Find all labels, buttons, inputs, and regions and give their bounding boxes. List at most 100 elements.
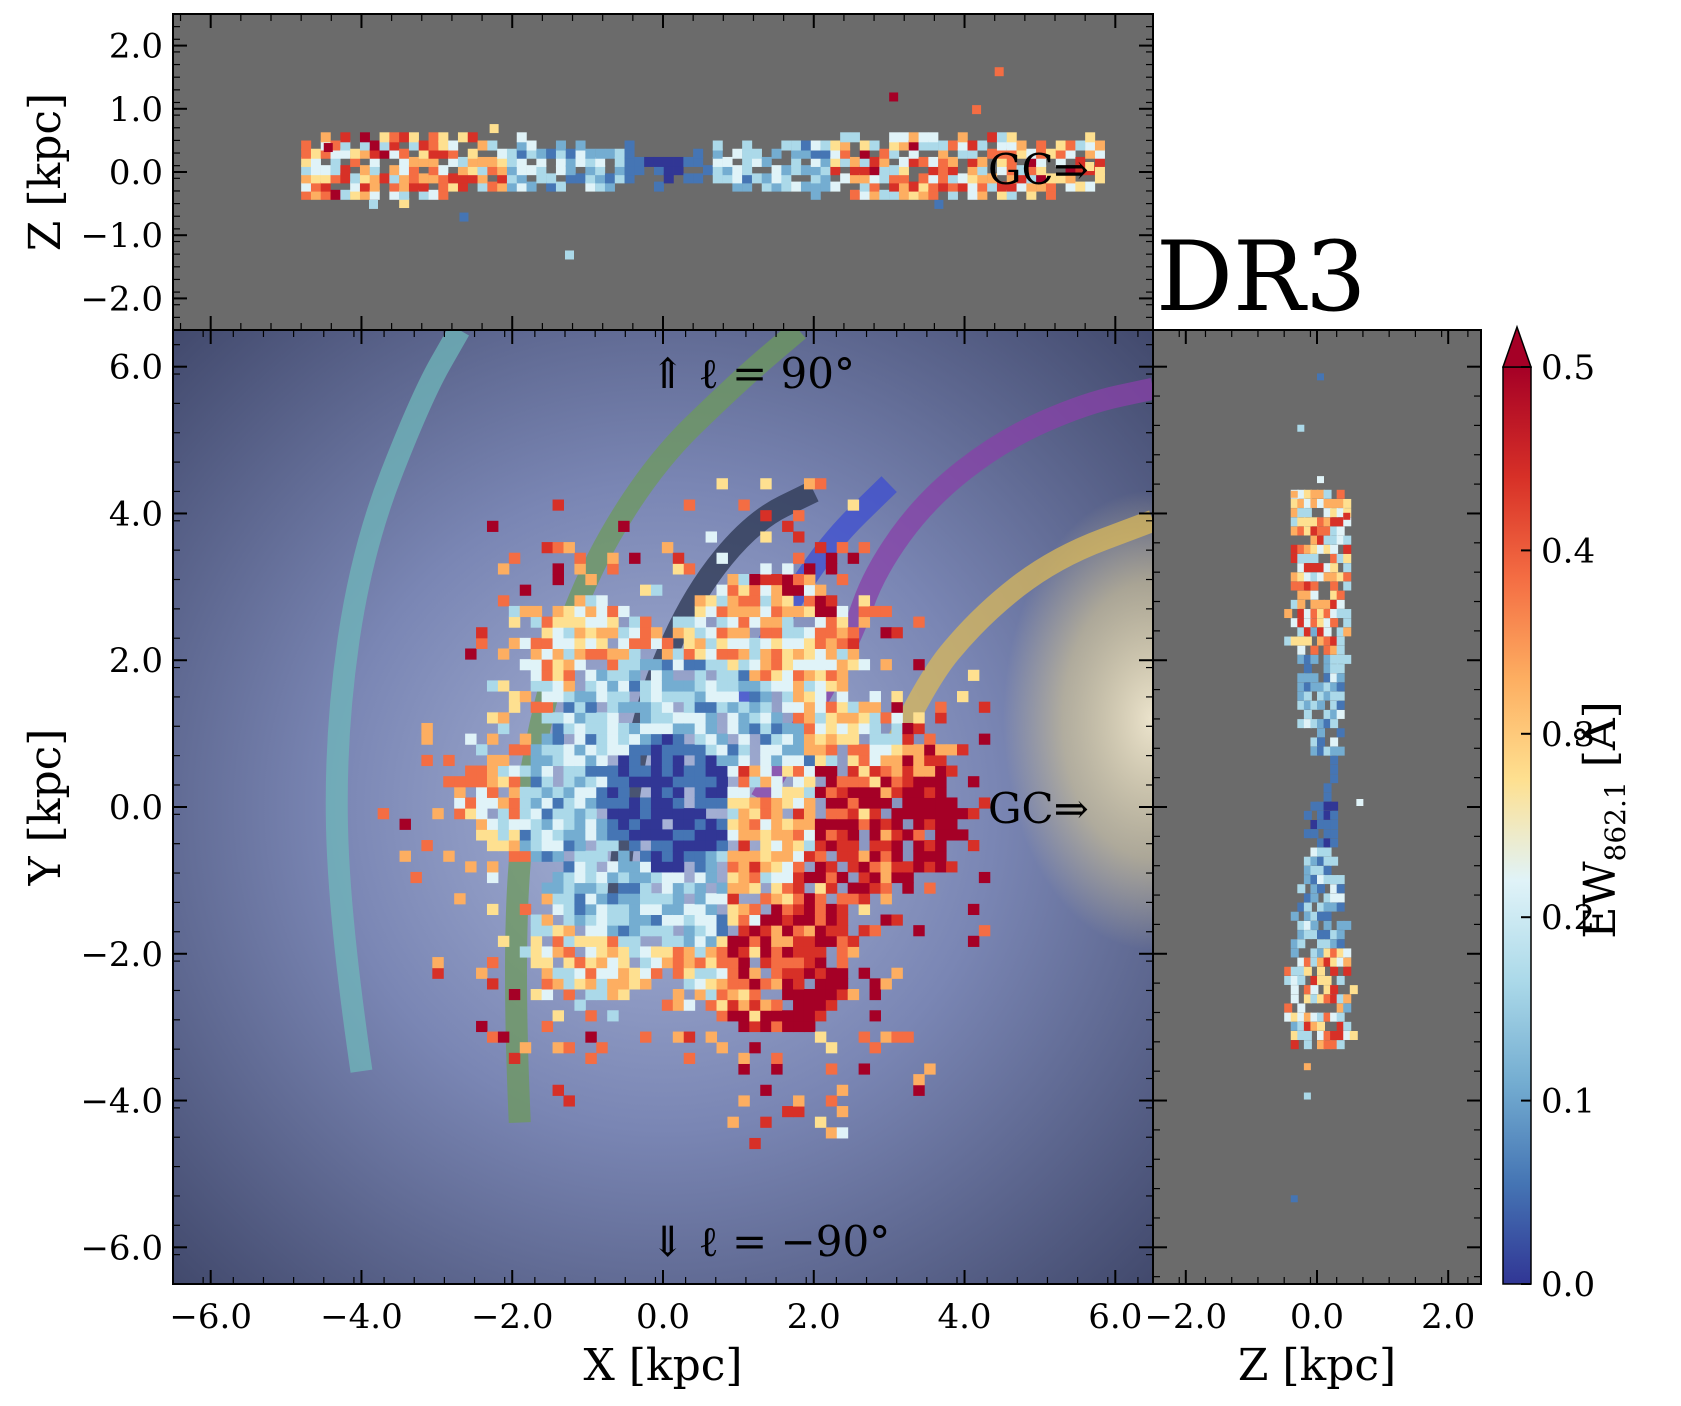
xy-cell [782, 659, 794, 671]
xy-cell [771, 733, 783, 745]
xy-cell [541, 818, 554, 830]
xy-cell [880, 840, 892, 852]
xy-cell [771, 840, 783, 852]
xz-cell [889, 148, 900, 159]
zy-cell [1290, 572, 1299, 582]
xy-cell [836, 1084, 849, 1096]
xy-cell [694, 808, 707, 820]
xy-cell [727, 861, 739, 873]
xy-cell [847, 765, 860, 777]
zy-cell [1303, 719, 1312, 729]
xy-cell [793, 840, 805, 852]
xy-cell [869, 829, 881, 841]
xy-cell [476, 967, 488, 979]
xz-cell [389, 165, 400, 176]
xy-cell [814, 648, 827, 660]
xz-cell [908, 148, 919, 159]
xy-cell [585, 637, 597, 649]
xy-cell [508, 765, 521, 777]
xy-cell [793, 584, 805, 596]
zy-cell [1310, 590, 1319, 600]
zy-cell [1284, 609, 1293, 619]
xz-cell [947, 173, 958, 184]
xy-cell [760, 531, 772, 543]
xy-cell [858, 765, 871, 777]
xy-cell [618, 669, 630, 681]
xy-cell [421, 840, 433, 852]
xy-cell [541, 914, 554, 926]
xz-cell [448, 173, 459, 184]
xz-cell [428, 140, 439, 151]
zy-cell [1310, 737, 1319, 747]
xz-cell [898, 189, 909, 200]
xy-cell [978, 925, 991, 937]
xy-cell [650, 840, 663, 852]
xy-cell [629, 829, 641, 841]
xy-cell [967, 840, 980, 852]
zy-cell [1297, 700, 1306, 710]
xz-cell [320, 165, 331, 176]
zy-cell [1330, 544, 1339, 554]
xy-cell [716, 669, 728, 681]
xy-cell [694, 797, 707, 809]
xy-cell [946, 829, 958, 841]
xy-cell [727, 701, 739, 713]
xy-cell [836, 978, 849, 990]
xz-cell [359, 165, 370, 176]
xy-cell [825, 829, 838, 841]
xy-cell [530, 829, 543, 841]
xy-cell [716, 584, 728, 596]
xy-cell [716, 680, 728, 692]
zy-cell [1317, 737, 1325, 747]
zy-cell [1330, 719, 1339, 729]
xz-cell [310, 148, 321, 159]
xy-cell [814, 584, 827, 596]
xz-ytick-label: −2.0 [80, 279, 163, 319]
xy-cell [705, 744, 718, 756]
xy-cell [749, 999, 761, 1011]
xy-cell [825, 1127, 838, 1139]
xy-cell [814, 893, 827, 905]
xz-cell [1075, 181, 1086, 192]
xy-cell [585, 978, 597, 990]
xy-cell [782, 988, 794, 1001]
xz-cell [389, 132, 400, 143]
xz-cell [575, 156, 586, 167]
xy-cell [596, 754, 608, 767]
xy-cell [672, 903, 685, 916]
zy-cell [1317, 373, 1324, 381]
xy-cell [640, 1031, 652, 1043]
xy-cell [705, 701, 718, 713]
xy-cell [574, 797, 586, 809]
xy-cell [486, 840, 499, 852]
xz-cell [575, 148, 586, 159]
xz-cell [526, 165, 537, 176]
xy-cell [585, 808, 597, 820]
zy-cell [1317, 498, 1325, 508]
xy-cell [541, 840, 554, 852]
xy-cell [683, 903, 696, 916]
zy-cell [1310, 489, 1319, 499]
xy-cell [793, 818, 805, 830]
xy-cell [705, 776, 718, 788]
xy-cell [749, 882, 761, 894]
zy-cell [1323, 654, 1332, 664]
xy-cell [825, 818, 838, 830]
xy-xtick-label: 0.0 [636, 1297, 690, 1337]
xy-cell [694, 957, 707, 969]
xy-cell [629, 776, 641, 788]
xz-cell [938, 165, 949, 176]
xy-cell [727, 680, 739, 692]
xy-cell [836, 914, 849, 926]
xy-cell [574, 935, 586, 947]
xz-cell [918, 181, 929, 192]
xy-cell [825, 1063, 838, 1075]
xy-cell [727, 818, 739, 830]
xy-cell [486, 797, 499, 809]
xy-cell [476, 829, 488, 841]
xy-cell [596, 797, 608, 809]
xz-cell [1075, 140, 1086, 151]
xy-cell [519, 1042, 532, 1054]
xy-cell [760, 627, 772, 639]
xz-cell [869, 189, 880, 200]
